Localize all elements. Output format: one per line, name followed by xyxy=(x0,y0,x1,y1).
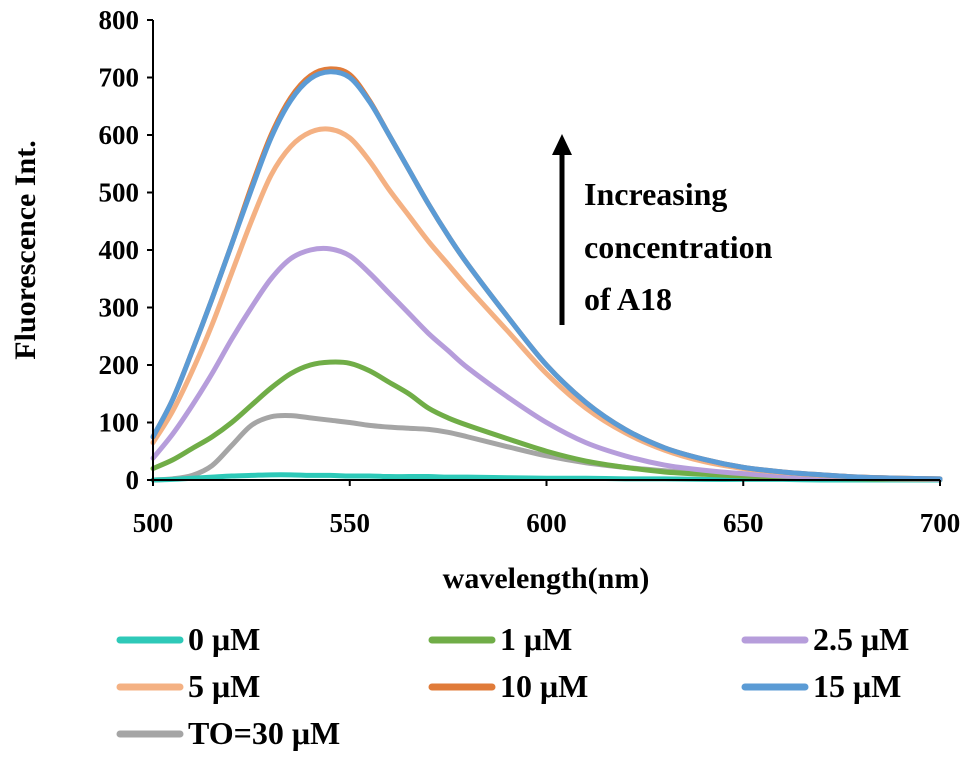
x-tick-label: 550 xyxy=(330,508,371,538)
y-tick-label: 600 xyxy=(99,120,140,150)
y-tick-label: 500 xyxy=(99,178,140,208)
legend-label-0-m: 0 μM xyxy=(188,621,260,657)
legend-label-2-5-m: 2.5 μM xyxy=(813,621,909,657)
x-tick-label: 700 xyxy=(920,508,961,538)
annotation-line-2: concentration xyxy=(584,229,773,265)
legend-label-10-m: 10 μM xyxy=(500,668,588,704)
legend-label-15-m: 15 μM xyxy=(813,668,901,704)
legend-label-5-m: 5 μM xyxy=(188,668,260,704)
x-tick-label: 500 xyxy=(133,508,174,538)
x-tick-label: 600 xyxy=(526,508,567,538)
legend-label-to-30-m: TO=30 μM xyxy=(188,715,340,751)
annotation-arrow-head xyxy=(552,134,572,155)
y-tick-label: 800 xyxy=(99,5,140,35)
series-line-15-m xyxy=(150,69,943,482)
axes-layer xyxy=(152,20,940,481)
y-tick-label: 200 xyxy=(99,350,140,380)
tick-layer: 0 100 200 300 400 500 600 700 800 500 550 600 650 700 xyxy=(99,5,961,538)
y-tick-label: 400 xyxy=(99,235,140,265)
y-tick-label: 100 xyxy=(99,408,140,438)
x-tick-label: 650 xyxy=(723,508,764,538)
y-tick-label: 300 xyxy=(99,293,140,323)
series-layer xyxy=(150,66,943,483)
annotation: Increasing concentration of A18 xyxy=(552,134,773,325)
y-tick-label: 700 xyxy=(99,63,140,93)
series-line-5-m xyxy=(150,126,943,482)
legend: 0 μM 1 μM 2.5 μM 5 μM 10 μM 15 μM TO=30 μM xyxy=(116,621,909,751)
legend-label-1-m: 1 μM xyxy=(500,621,572,657)
annotation-line-1: Increasing xyxy=(584,176,727,212)
y-axis-title: Fluorescence Int. xyxy=(9,140,42,359)
series-line-2-5-m xyxy=(150,245,943,482)
annotation-line-3: of A18 xyxy=(584,281,672,317)
x-axis-title: wavelength(nm) xyxy=(443,562,650,595)
y-tick-label: 0 xyxy=(126,465,140,495)
